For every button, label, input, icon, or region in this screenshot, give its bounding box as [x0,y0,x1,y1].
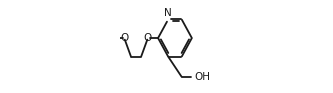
Text: O: O [144,33,152,43]
Text: N: N [164,8,172,18]
Text: OH: OH [194,72,210,82]
Text: O: O [120,33,128,43]
